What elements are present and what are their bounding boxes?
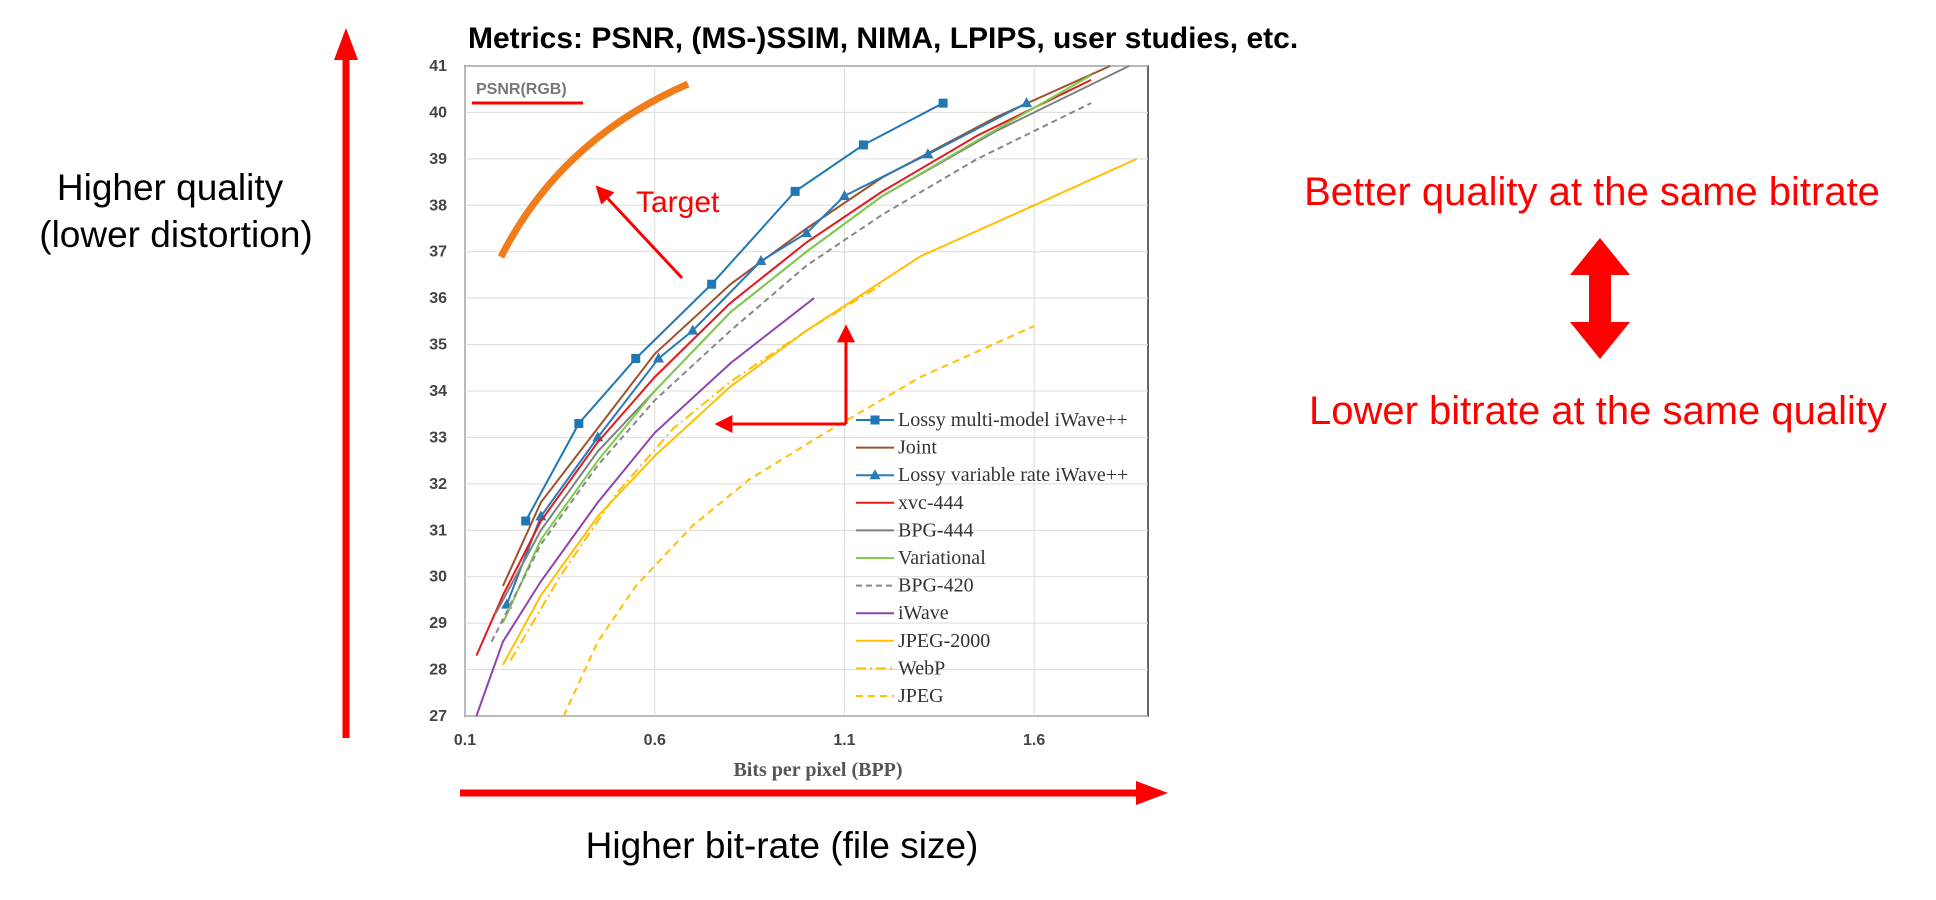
quality-axis-arrow <box>334 28 358 738</box>
series-marker <box>707 279 717 289</box>
legend-label: WebP <box>898 657 945 679</box>
y-tick-label: 34 <box>429 383 447 400</box>
series-line-7 <box>490 102 1092 643</box>
x-tick-label: 0.1 <box>454 732 476 749</box>
series-lines <box>475 65 1138 717</box>
series-marker <box>858 140 868 150</box>
y-tick-label: 31 <box>429 522 447 539</box>
legend-label: iWave <box>898 602 949 624</box>
y-tick-label: 36 <box>429 290 447 307</box>
x-tick-label: 0.6 <box>644 732 666 749</box>
better-quality-text: Better quality at the same bitrate <box>1304 170 1880 214</box>
x-tick-label: 1.6 <box>1023 732 1045 749</box>
series-line-4 <box>475 79 1092 657</box>
series-marker <box>1021 97 1033 108</box>
y-side-label-line1: Higher quality <box>57 167 284 208</box>
series-marker <box>838 190 850 200</box>
series-marker <box>521 516 531 526</box>
series-marker <box>801 227 812 238</box>
target-label: Target <box>636 186 720 219</box>
legend-label: BPG-420 <box>898 575 974 597</box>
rd-chart: 27 28 29 30 31 32 33 34 35 36 37 38 39 40 41 0.1 0.6 1.1… <box>429 58 1149 781</box>
series-line-6 <box>501 74 1092 624</box>
y-tick-label: 30 <box>429 569 447 586</box>
x-tick-label: 1.1 <box>833 732 855 749</box>
x-tick-labels: 0.1 0.6 1.1 1.6 <box>454 732 1046 749</box>
y-tick-label: 40 <box>429 104 447 121</box>
slide-title: Metrics: PSNR, (MS-)SSIM, NIMA, LPIPS, u… <box>468 22 1298 55</box>
legend-label: BPG-444 <box>898 519 974 541</box>
series-line-9 <box>502 157 1138 666</box>
target-curve <box>497 80 690 259</box>
y-tick-label: 38 <box>429 197 447 214</box>
y-tick-label: 29 <box>429 615 447 632</box>
y-side-label-line2: (lower distortion) <box>39 214 312 255</box>
y-tick-labels: 27 28 29 30 31 32 33 34 35 36 37 38 39 40 41 <box>429 58 447 725</box>
metric-tag: PSNR(RGB) <box>476 81 567 98</box>
series-line-8 <box>475 297 815 717</box>
series-marker <box>938 98 948 108</box>
x-bottom-label: Higher bit-rate (file size) <box>586 825 979 866</box>
legend-marker <box>869 469 881 480</box>
y-tick-label: 33 <box>429 429 447 446</box>
y-tick-label: 41 <box>429 58 447 75</box>
series-marker <box>631 354 641 363</box>
series-marker <box>687 324 699 335</box>
y-tick-label: 37 <box>429 244 447 261</box>
series-marker <box>922 148 934 159</box>
y-tick-label: 35 <box>429 337 447 354</box>
series-marker <box>501 598 513 609</box>
double-arrow-icon <box>1570 238 1630 359</box>
series-marker <box>755 255 767 265</box>
y-tick-label: 32 <box>429 476 447 493</box>
legend-label: Lossy multi-model iWave++ <box>898 409 1128 431</box>
series-line-2 <box>501 65 1111 587</box>
legend-label: Lossy variable rate iWave++ <box>898 464 1128 486</box>
target-arrow <box>595 185 684 280</box>
legend-label: Variational <box>898 547 986 569</box>
bitrate-axis-arrow <box>460 781 1168 805</box>
legend-marker <box>870 415 880 425</box>
legend-label: JPEG-2000 <box>898 630 990 652</box>
series-line-10 <box>509 283 883 661</box>
series-marker <box>790 186 800 196</box>
series-marker <box>653 352 665 363</box>
x-axis-label: Bits per pixel (BPP) <box>733 759 902 781</box>
series-marker <box>574 419 584 428</box>
y-tick-label: 28 <box>429 662 447 679</box>
y-tick-label: 27 <box>429 708 447 725</box>
y-tick-label: 39 <box>429 151 447 168</box>
legend-label: JPEG <box>898 685 944 707</box>
lower-bitrate-text: Lower bitrate at the same quality <box>1309 389 1887 433</box>
series-line-3 <box>505 102 1028 605</box>
series-line-11 <box>562 325 1035 717</box>
legend: Lossy multi-model iWave++ Joint Lossy vari… <box>856 409 1128 707</box>
legend-label: Joint <box>898 437 937 459</box>
legend-label: xvc-444 <box>898 492 964 514</box>
